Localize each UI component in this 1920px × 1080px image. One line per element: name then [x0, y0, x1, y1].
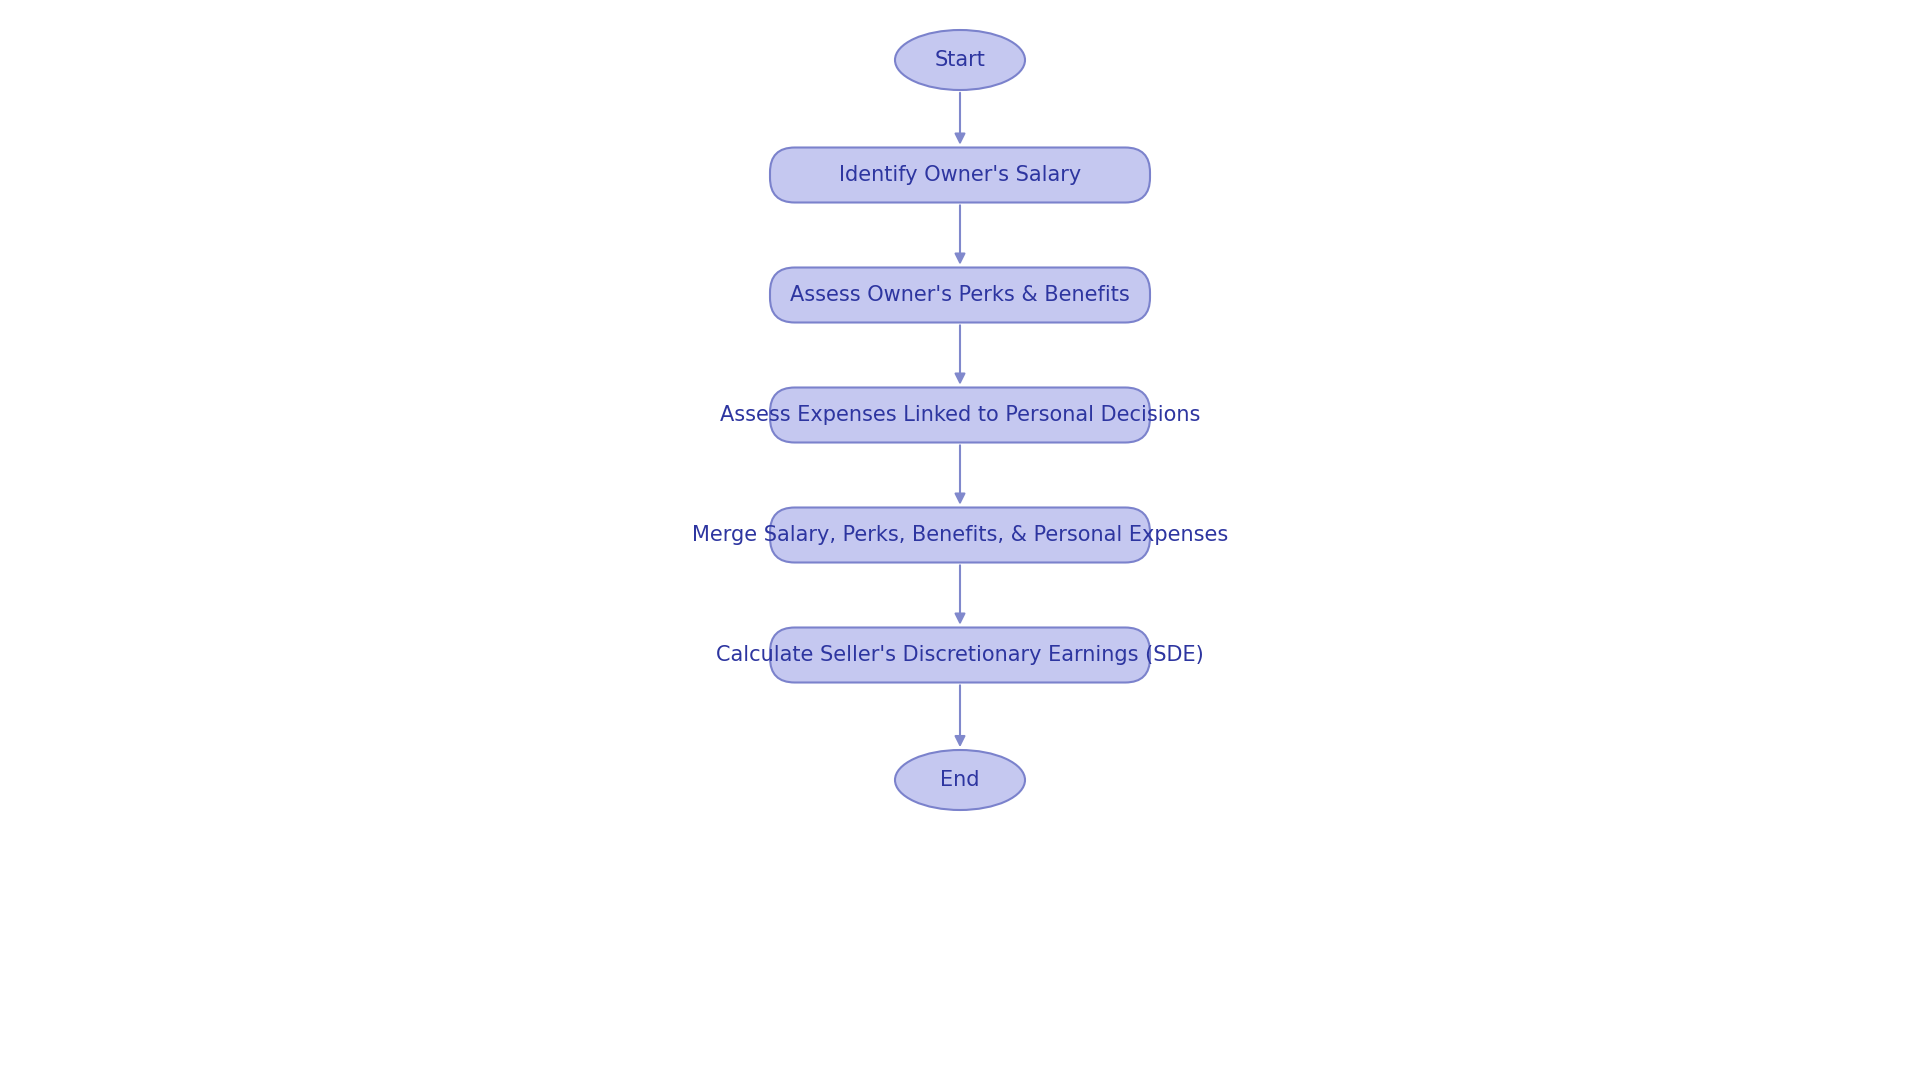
Ellipse shape	[895, 30, 1025, 90]
Text: Assess Owner's Perks & Benefits: Assess Owner's Perks & Benefits	[791, 285, 1129, 305]
Text: End: End	[941, 770, 979, 789]
FancyBboxPatch shape	[770, 268, 1150, 323]
FancyBboxPatch shape	[770, 388, 1150, 443]
Text: Merge Salary, Perks, Benefits, & Personal Expenses: Merge Salary, Perks, Benefits, & Persona…	[691, 525, 1229, 545]
Text: Identify Owner's Salary: Identify Owner's Salary	[839, 165, 1081, 185]
Ellipse shape	[895, 750, 1025, 810]
FancyBboxPatch shape	[770, 148, 1150, 203]
FancyBboxPatch shape	[770, 508, 1150, 563]
FancyBboxPatch shape	[770, 627, 1150, 683]
Text: Assess Expenses Linked to Personal Decisions: Assess Expenses Linked to Personal Decis…	[720, 405, 1200, 426]
Text: Start: Start	[935, 50, 985, 70]
Text: Calculate Seller's Discretionary Earnings (SDE): Calculate Seller's Discretionary Earning…	[716, 645, 1204, 665]
